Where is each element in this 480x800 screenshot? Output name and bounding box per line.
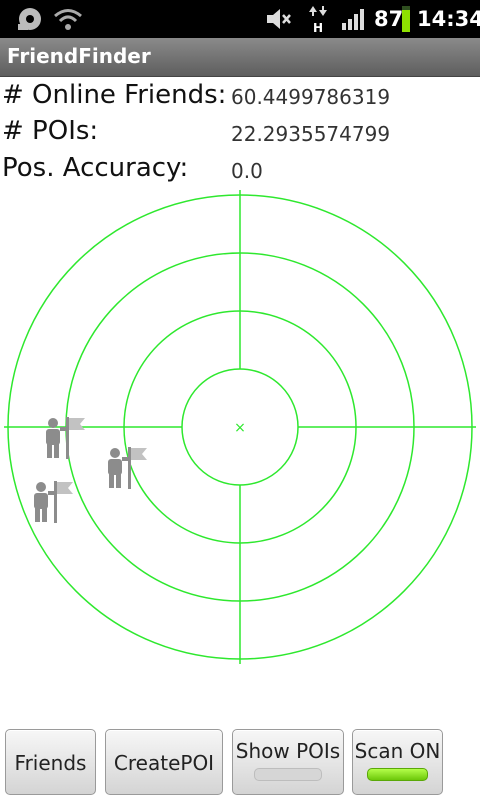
- battery-level: 87: [374, 7, 404, 31]
- accuracy-value: 0.0: [231, 159, 263, 183]
- pois-value: 22.2935574799: [231, 122, 391, 146]
- app-title: FriendFinder: [7, 44, 151, 68]
- scan-toggle[interactable]: Scan ON: [352, 729, 443, 795]
- online-friends-label: # Online Friends:: [2, 80, 227, 110]
- friends-button[interactable]: Friends: [5, 729, 96, 795]
- sd-card-icon: [14, 0, 46, 38]
- status-bar: H 87 14:34: [0, 0, 480, 38]
- show-pois-indicator-off: [254, 768, 322, 781]
- show-pois-toggle-label: Show POIs: [235, 739, 341, 763]
- battery-icon: [401, 0, 411, 38]
- app-title-bar: FriendFinder: [0, 38, 480, 77]
- data-type-label: H: [313, 21, 323, 34]
- data-transfer-icon: H: [304, 0, 332, 38]
- radar-view[interactable]: ×: [0, 186, 480, 666]
- mute-icon: [264, 0, 294, 38]
- accuracy-label: Pos. Accuracy:: [2, 153, 189, 183]
- online-friends-value: 60.4499786319: [231, 85, 391, 109]
- show-pois-toggle[interactable]: Show POIs: [232, 729, 344, 795]
- friend-marker-icon[interactable]: [34, 481, 73, 523]
- scan-toggle-label: Scan ON: [354, 739, 441, 763]
- create-poi-button-label: CreatePOI: [113, 751, 215, 775]
- clock: 14:34: [417, 7, 480, 31]
- signal-icon: [340, 0, 368, 38]
- friends-button-label: Friends: [14, 751, 87, 775]
- scan-indicator-on: [367, 768, 428, 781]
- create-poi-button[interactable]: CreatePOI: [105, 729, 223, 795]
- pois-label: # POIs:: [2, 116, 99, 146]
- wifi-icon: [52, 0, 84, 38]
- radar-center-marker: ×: [234, 420, 246, 436]
